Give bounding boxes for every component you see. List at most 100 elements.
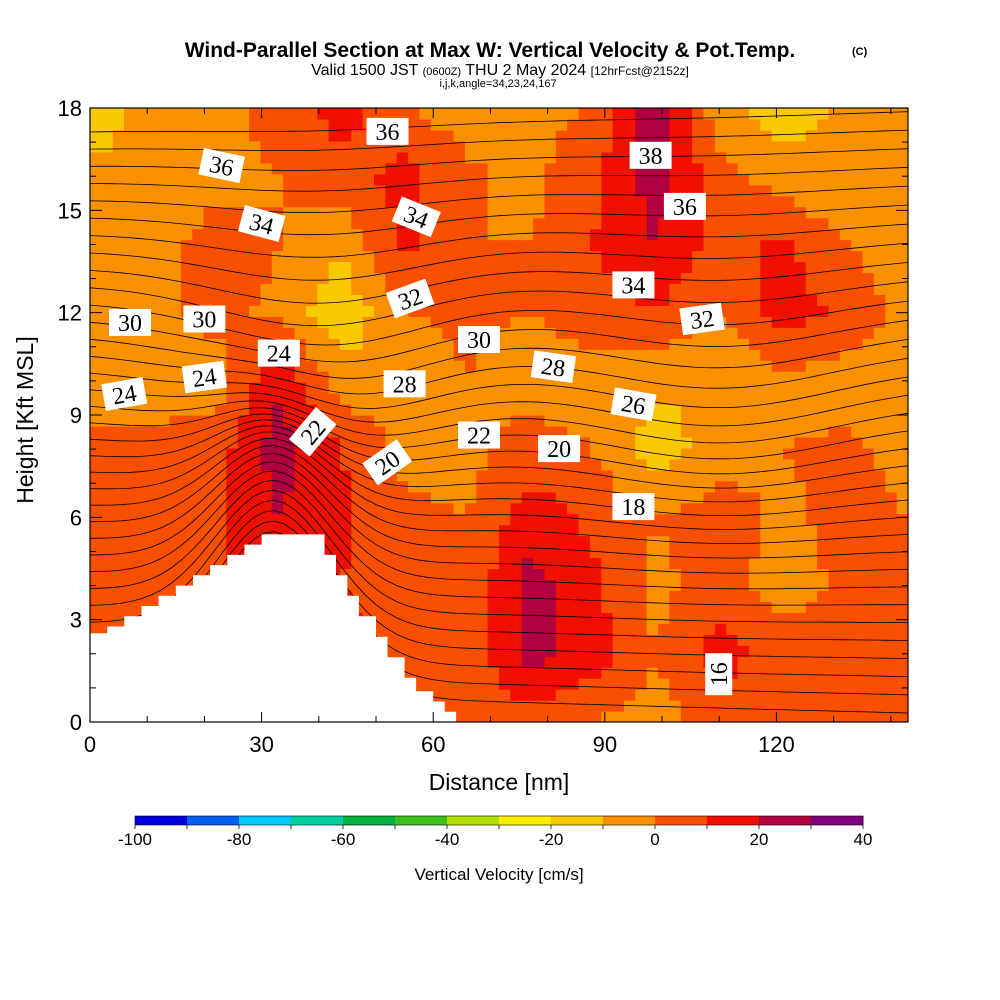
velocity-cell [794, 634, 807, 646]
contour-label-text: 30 [192, 308, 216, 334]
velocity-cell [646, 184, 659, 197]
velocity-cell [623, 129, 636, 142]
velocity-cell [828, 425, 841, 438]
velocity-cell [601, 305, 614, 317]
velocity-cell [180, 349, 193, 361]
velocity-cell [658, 349, 671, 361]
velocity-cell [317, 458, 330, 471]
velocity-cell [658, 447, 671, 460]
velocity-cell [169, 404, 182, 416]
velocity-cell [351, 173, 364, 186]
velocity-cell [453, 151, 466, 164]
velocity-cell [351, 458, 364, 471]
velocity-cell [601, 108, 614, 120]
velocity-cell [430, 634, 443, 646]
velocity-cell [499, 250, 511, 263]
velocity-cell [635, 129, 648, 142]
y-tick-label: 18 [58, 96, 82, 121]
velocity-cell [737, 535, 750, 548]
velocity-cell [771, 436, 784, 449]
velocity-cell [817, 535, 830, 548]
velocity-cell [783, 250, 795, 263]
velocity-cell [237, 294, 250, 306]
velocity-cell [419, 118, 432, 131]
velocity-cell [601, 436, 614, 449]
velocity-cell [680, 645, 693, 657]
velocity-cell [601, 568, 614, 581]
velocity-cell [726, 118, 739, 131]
velocity-cell [294, 524, 307, 537]
velocity-cell [124, 491, 137, 504]
velocity-cell [737, 272, 750, 285]
velocity-cell [635, 371, 648, 383]
velocity-cell [839, 524, 852, 537]
velocity-cell [487, 360, 500, 372]
velocity-cell [146, 513, 159, 526]
velocity-cell [817, 689, 830, 701]
velocity-cell [578, 612, 591, 624]
velocity-cell [339, 393, 352, 405]
velocity-cell [510, 239, 523, 252]
velocity-cell [680, 173, 693, 186]
velocity-cell [476, 667, 489, 679]
velocity-cell [192, 228, 205, 241]
velocity-cell [544, 513, 557, 526]
velocity-cell [669, 491, 682, 504]
velocity-cell [533, 316, 546, 328]
velocity-cell [567, 140, 580, 153]
velocity-cell [783, 634, 795, 646]
velocity-cell [328, 469, 341, 482]
velocity-cell [442, 393, 455, 405]
velocity-cell [419, 272, 432, 285]
velocity-cell [783, 623, 795, 635]
velocity-cell [499, 415, 511, 427]
velocity-cell [873, 601, 886, 613]
velocity-cell [589, 425, 602, 438]
velocity-cell [362, 480, 375, 493]
velocity-cell [726, 272, 739, 285]
velocity-cell [499, 316, 511, 328]
velocity-cell [396, 228, 409, 241]
velocity-cell [680, 689, 693, 701]
velocity-cell [294, 404, 307, 416]
velocity-cell [692, 700, 705, 712]
velocity-cell [351, 447, 364, 460]
velocity-cell [771, 447, 784, 460]
velocity-cell [828, 239, 841, 252]
velocity-cell [601, 700, 614, 712]
velocity-cell [362, 425, 375, 438]
velocity-cell [544, 272, 557, 285]
velocity-cell [351, 349, 364, 361]
velocity-cell [794, 491, 807, 504]
velocity-cell [828, 327, 841, 339]
contour-label: 38 [629, 141, 672, 170]
velocity-cell [817, 338, 830, 350]
velocity-cell [192, 173, 205, 186]
velocity-cell [442, 338, 455, 350]
colorbar-swatch [447, 816, 500, 825]
velocity-cell [760, 184, 773, 197]
velocity-cell [851, 557, 864, 570]
velocity-cell [726, 140, 739, 153]
velocity-cell [521, 579, 534, 592]
velocity-cell [828, 217, 841, 230]
velocity-cell [112, 140, 125, 153]
velocity-cell [464, 480, 477, 493]
velocity-cell [499, 294, 511, 306]
velocity-cell [578, 250, 591, 263]
velocity-cell [771, 404, 784, 416]
velocity-cell [703, 338, 716, 350]
velocity-cell [442, 108, 455, 120]
velocity-cell [612, 480, 625, 493]
velocity-cell [487, 513, 500, 526]
velocity-cell [612, 436, 625, 449]
velocity-cell [771, 349, 784, 361]
velocity-cell [805, 491, 818, 504]
velocity-cell [771, 667, 784, 679]
velocity-cell [203, 184, 216, 197]
velocity-cell [226, 436, 239, 449]
velocity-cell [158, 217, 171, 230]
velocity-cell [442, 261, 455, 274]
velocity-cell [305, 513, 318, 526]
velocity-cell [510, 425, 523, 438]
